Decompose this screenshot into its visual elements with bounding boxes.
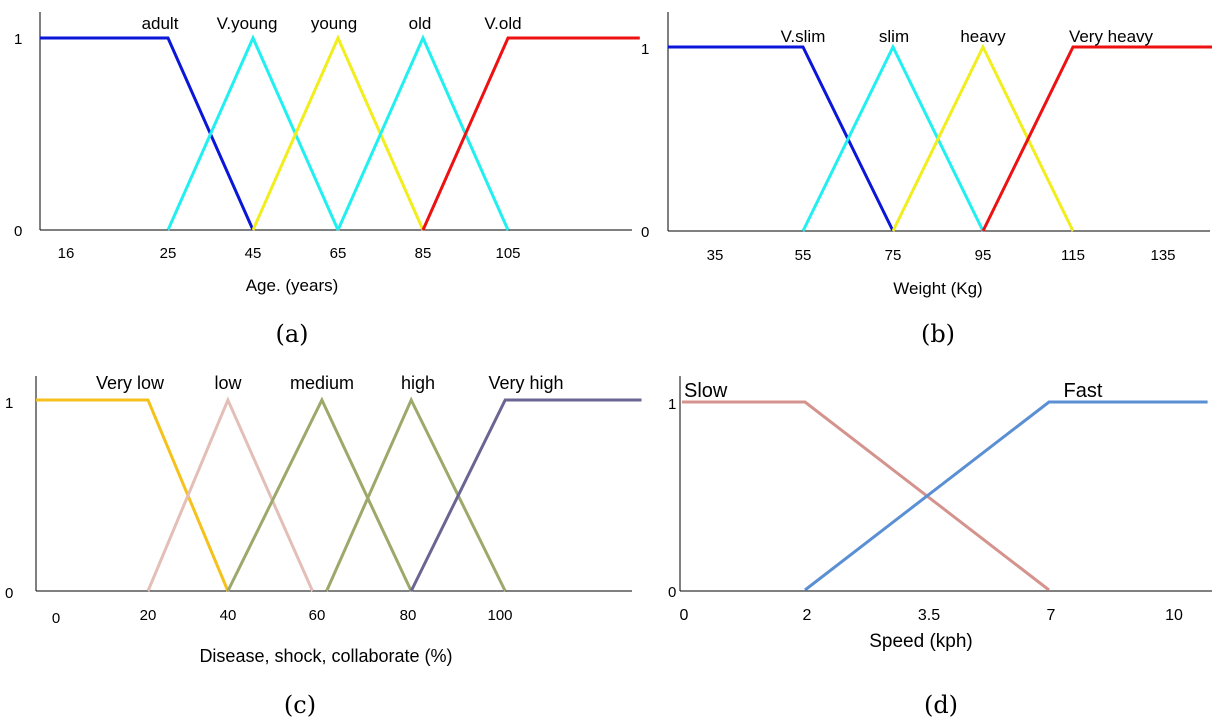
panel-d-xtick: 10 [1165,607,1183,624]
panel-c-series-label: low [214,373,242,393]
panel-b-series-label: Very heavy [1069,27,1154,46]
panel-b-series-line [891,43,1075,232]
panel-c-series-line [409,398,642,592]
panel-c-series-line [226,396,413,592]
panel-b-xtick: 135 [1150,247,1175,264]
panel-d: 1 0 0 2 3.5 7 10 Speed (kph) Slow Fast [668,376,1212,652]
panel-b-xtick: 75 [885,247,902,264]
panel-d-ytick-1: 1 [668,396,676,413]
panel-c: 1 0 0 20 40 60 80 100 Disease, shock, co… [5,373,642,666]
panel-a-xtick: 105 [495,245,520,262]
panel-c-series-label: high [401,373,435,393]
panel-c-caption: (c) [284,691,316,719]
panel-a-series-label: V.old [484,14,521,33]
panel-a-series-label: young [311,14,357,33]
panel-d-xtick: 3.5 [918,607,940,624]
panel-a-series-group [40,34,640,231]
panel-b-series-label: heavy [960,27,1006,46]
panel-d-series-line [682,400,1050,592]
panel-c-series-line [325,396,507,592]
panel-c-xtick: 0 [52,610,60,627]
panel-b: 1 0 35 55 75 95 115 135 Weight (Kg) V.sl… [641,12,1212,298]
panel-d-xtick: 0 [680,607,689,624]
panel-c-xtick: 20 [140,607,157,624]
panel-b-xtick: 95 [975,247,992,264]
panel-d-xtick: 2 [803,607,812,624]
panel-c-series-label: medium [290,373,354,393]
panel-a-caption: (a) [275,320,308,348]
panel-b-xtick: 35 [707,247,724,264]
panel-d-series-label: Fast [1064,380,1103,402]
panel-b-xtick: 55 [795,247,812,264]
panel-c-ytick-0: 0 [5,585,13,602]
panel-c-series-line [146,396,314,592]
panel-a-series-line [336,34,510,231]
panel-a-xtick: 65 [330,245,347,262]
panel-a-xlabel: Age. (years) [246,276,339,295]
panel-a-series-line [421,36,640,231]
panel-a-ytick-1: 1 [14,31,22,48]
panel-a-ytick-0: 0 [14,223,22,240]
panel-b-xlabel: Weight (Kg) [893,279,982,298]
panel-d-series-line [804,400,1208,592]
panel-a-series-line [251,34,425,231]
panel-c-ytick-1: 1 [5,395,13,412]
panel-c-series-label: Very low [96,373,165,393]
panel-a-xtick: 25 [160,245,177,262]
panel-a-xtick: 16 [58,245,75,262]
panel-b-series-label: slim [879,27,909,46]
panel-b-series-label: V.slim [781,27,826,46]
panel-b-series-group [668,43,1212,232]
panel-a-series-label: old [409,14,432,33]
panel-c-series-group [36,396,642,592]
panel-d-xtick: 7 [1047,607,1056,624]
panel-a-series-label: adult [142,14,179,33]
panel-b-ytick-1: 1 [641,41,649,58]
panel-a-series-line [40,36,255,231]
panel-d-series-group [682,400,1208,592]
panel-b-series-line [981,45,1212,232]
panel-c-xtick: 40 [220,607,237,624]
panel-c-xtick: 60 [309,607,326,624]
panel-c-series-label: Very high [488,373,563,393]
panel-b-caption: (b) [921,320,955,348]
panel-a-series-label: V.young [217,14,278,33]
panel-c-xtick: 80 [400,607,417,624]
panel-c-series-line [36,398,230,592]
panel-a: 1 0 16 25 45 65 85 105 Age. (years) adul… [14,12,640,295]
panel-b-series-line [668,45,895,232]
panel-d-caption: (d) [924,691,958,719]
panel-a-xtick: 85 [415,245,432,262]
panel-b-ytick-0: 0 [641,224,649,241]
panel-d-series-label: Slow [684,380,728,402]
panel-a-series-line [166,34,340,231]
panel-b-series-line [801,43,985,232]
panel-b-xtick: 115 [1061,247,1085,264]
panel-c-xtick: 100 [487,607,512,624]
panel-a-xtick: 45 [245,245,262,262]
panel-d-ytick-0: 0 [668,584,676,601]
panel-d-xlabel: Speed (kph) [869,631,973,652]
panel-c-xlabel: Disease, shock, collaborate (%) [199,646,452,666]
